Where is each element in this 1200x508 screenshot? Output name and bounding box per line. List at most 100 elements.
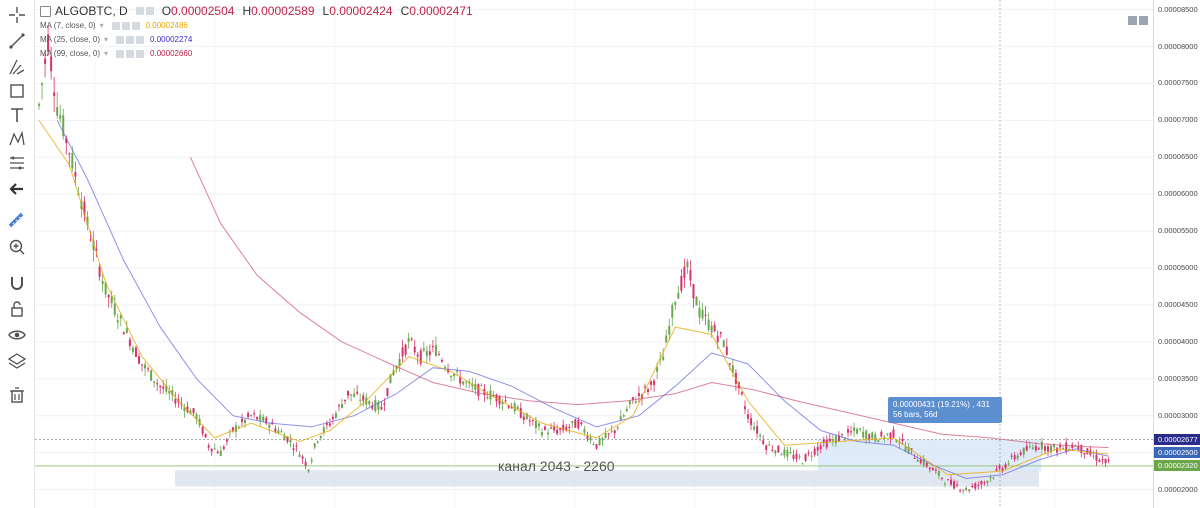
zoom-icon[interactable] xyxy=(6,236,28,258)
candle-body xyxy=(377,401,380,410)
candle-body xyxy=(771,449,774,451)
high-label: H xyxy=(242,4,252,18)
back-arrow-icon[interactable] xyxy=(6,178,28,200)
candle-body xyxy=(819,445,822,450)
candle-body xyxy=(259,414,262,421)
candle-body xyxy=(1025,445,1028,451)
candle-body xyxy=(95,248,98,251)
candle-body xyxy=(277,430,280,434)
magnet-icon[interactable] xyxy=(6,272,28,294)
candle-body xyxy=(419,350,422,364)
candle-body xyxy=(386,387,389,396)
candle-body xyxy=(783,449,786,456)
candle-body xyxy=(301,456,304,459)
candle-body xyxy=(925,462,928,467)
candle-body xyxy=(347,390,350,396)
chart-area[interactable]: 0.00000431 (19.21%) , 431 56 bars, 56d xyxy=(35,0,1153,508)
settings-icon[interactable] xyxy=(135,7,144,15)
candle-body xyxy=(316,441,319,443)
pitchfork-icon[interactable] xyxy=(6,56,28,78)
candle-body xyxy=(86,216,89,225)
candle-body xyxy=(204,433,207,438)
candle-body xyxy=(98,267,101,277)
crosshair-icon[interactable] xyxy=(6,4,28,26)
candle-body xyxy=(965,487,968,491)
candle-body xyxy=(431,345,434,348)
candle-body xyxy=(137,356,140,364)
ma25-settings-icon[interactable] xyxy=(116,35,125,44)
candle-body xyxy=(725,346,728,355)
layers-icon[interactable] xyxy=(6,350,28,372)
maximize-icon[interactable] xyxy=(1128,16,1137,25)
fib-icon[interactable] xyxy=(6,152,28,174)
collapse-legend-icon[interactable] xyxy=(40,5,51,17)
candle-body xyxy=(586,436,589,439)
candle-body xyxy=(1034,446,1037,451)
candle-body xyxy=(880,431,883,437)
candle-body xyxy=(916,460,919,462)
candle-body xyxy=(868,434,871,440)
y-tick-label: 0.00006000 xyxy=(1158,189,1198,199)
ma25-eye-icon[interactable] xyxy=(126,35,135,44)
trash-icon[interactable] xyxy=(6,384,28,406)
candle-body xyxy=(89,239,92,241)
candle-body xyxy=(610,430,613,432)
ma7-dropdown-icon[interactable]: ▾ xyxy=(99,21,104,30)
candle-body xyxy=(253,413,256,415)
price-chart[interactable] xyxy=(35,0,1153,508)
candle-body xyxy=(128,339,131,347)
candle-body xyxy=(701,309,704,319)
candle-body xyxy=(38,103,40,106)
candle-body xyxy=(522,416,525,420)
y-tick-label: 0.00003000 xyxy=(1158,410,1198,420)
candle-body xyxy=(816,446,819,451)
fullscreen-icon[interactable] xyxy=(1139,16,1148,25)
candle-body xyxy=(474,383,477,390)
ma99-close-icon[interactable] xyxy=(136,49,145,58)
candle-body xyxy=(362,395,365,401)
candle-body xyxy=(731,365,734,373)
ruler-icon[interactable] xyxy=(6,210,28,232)
candle-body xyxy=(592,444,595,446)
candle-body xyxy=(859,428,862,430)
candle-body xyxy=(1043,446,1046,452)
ma7-close-icon[interactable] xyxy=(131,21,140,30)
ma99-settings-icon[interactable] xyxy=(116,49,125,58)
candle-body xyxy=(404,344,407,355)
price-axis[interactable]: 0.00008500 0.00008000 0.00007500 0.00007000… xyxy=(1153,0,1200,508)
ma25-close-icon[interactable] xyxy=(136,35,145,44)
candle-body xyxy=(719,332,722,334)
candle-body xyxy=(634,401,637,403)
eye-icon[interactable] xyxy=(6,324,28,346)
eye-toggle-icon[interactable] xyxy=(145,7,154,15)
candle-body xyxy=(653,380,656,386)
price-tag: 0.00002320 xyxy=(1154,460,1200,472)
candle-body xyxy=(74,172,77,177)
candle-body xyxy=(968,489,971,491)
candle-body xyxy=(495,394,498,402)
ma7-eye-icon[interactable] xyxy=(121,21,130,30)
symbol-row: ALGOBTC, D O 0.00002504 H 0.00002589 L 0… xyxy=(40,4,473,18)
candle-body xyxy=(141,364,144,366)
text-icon[interactable] xyxy=(6,104,28,126)
y-tick-label: 0.00008500 xyxy=(1158,4,1198,14)
candle-body xyxy=(210,448,213,452)
candle-body xyxy=(1092,455,1095,457)
pattern-icon[interactable] xyxy=(6,128,28,150)
candle-body xyxy=(1056,447,1059,453)
ma99-dropdown-icon[interactable]: ▾ xyxy=(104,49,109,58)
lock-icon[interactable] xyxy=(6,298,28,320)
rectangle-icon[interactable] xyxy=(6,80,28,102)
candle-body xyxy=(1062,448,1065,450)
candle-body xyxy=(977,485,980,487)
candle-body xyxy=(628,400,631,405)
ma7-settings-icon[interactable] xyxy=(111,21,120,30)
candle-body xyxy=(728,363,731,365)
ma99-eye-icon[interactable] xyxy=(126,49,135,58)
candle-body xyxy=(1007,463,1010,465)
trend-line-icon[interactable] xyxy=(6,30,28,52)
candle-body xyxy=(440,360,443,362)
ma25-dropdown-icon[interactable]: ▾ xyxy=(104,35,109,44)
candle-body xyxy=(59,115,62,119)
candle-body xyxy=(847,429,850,433)
